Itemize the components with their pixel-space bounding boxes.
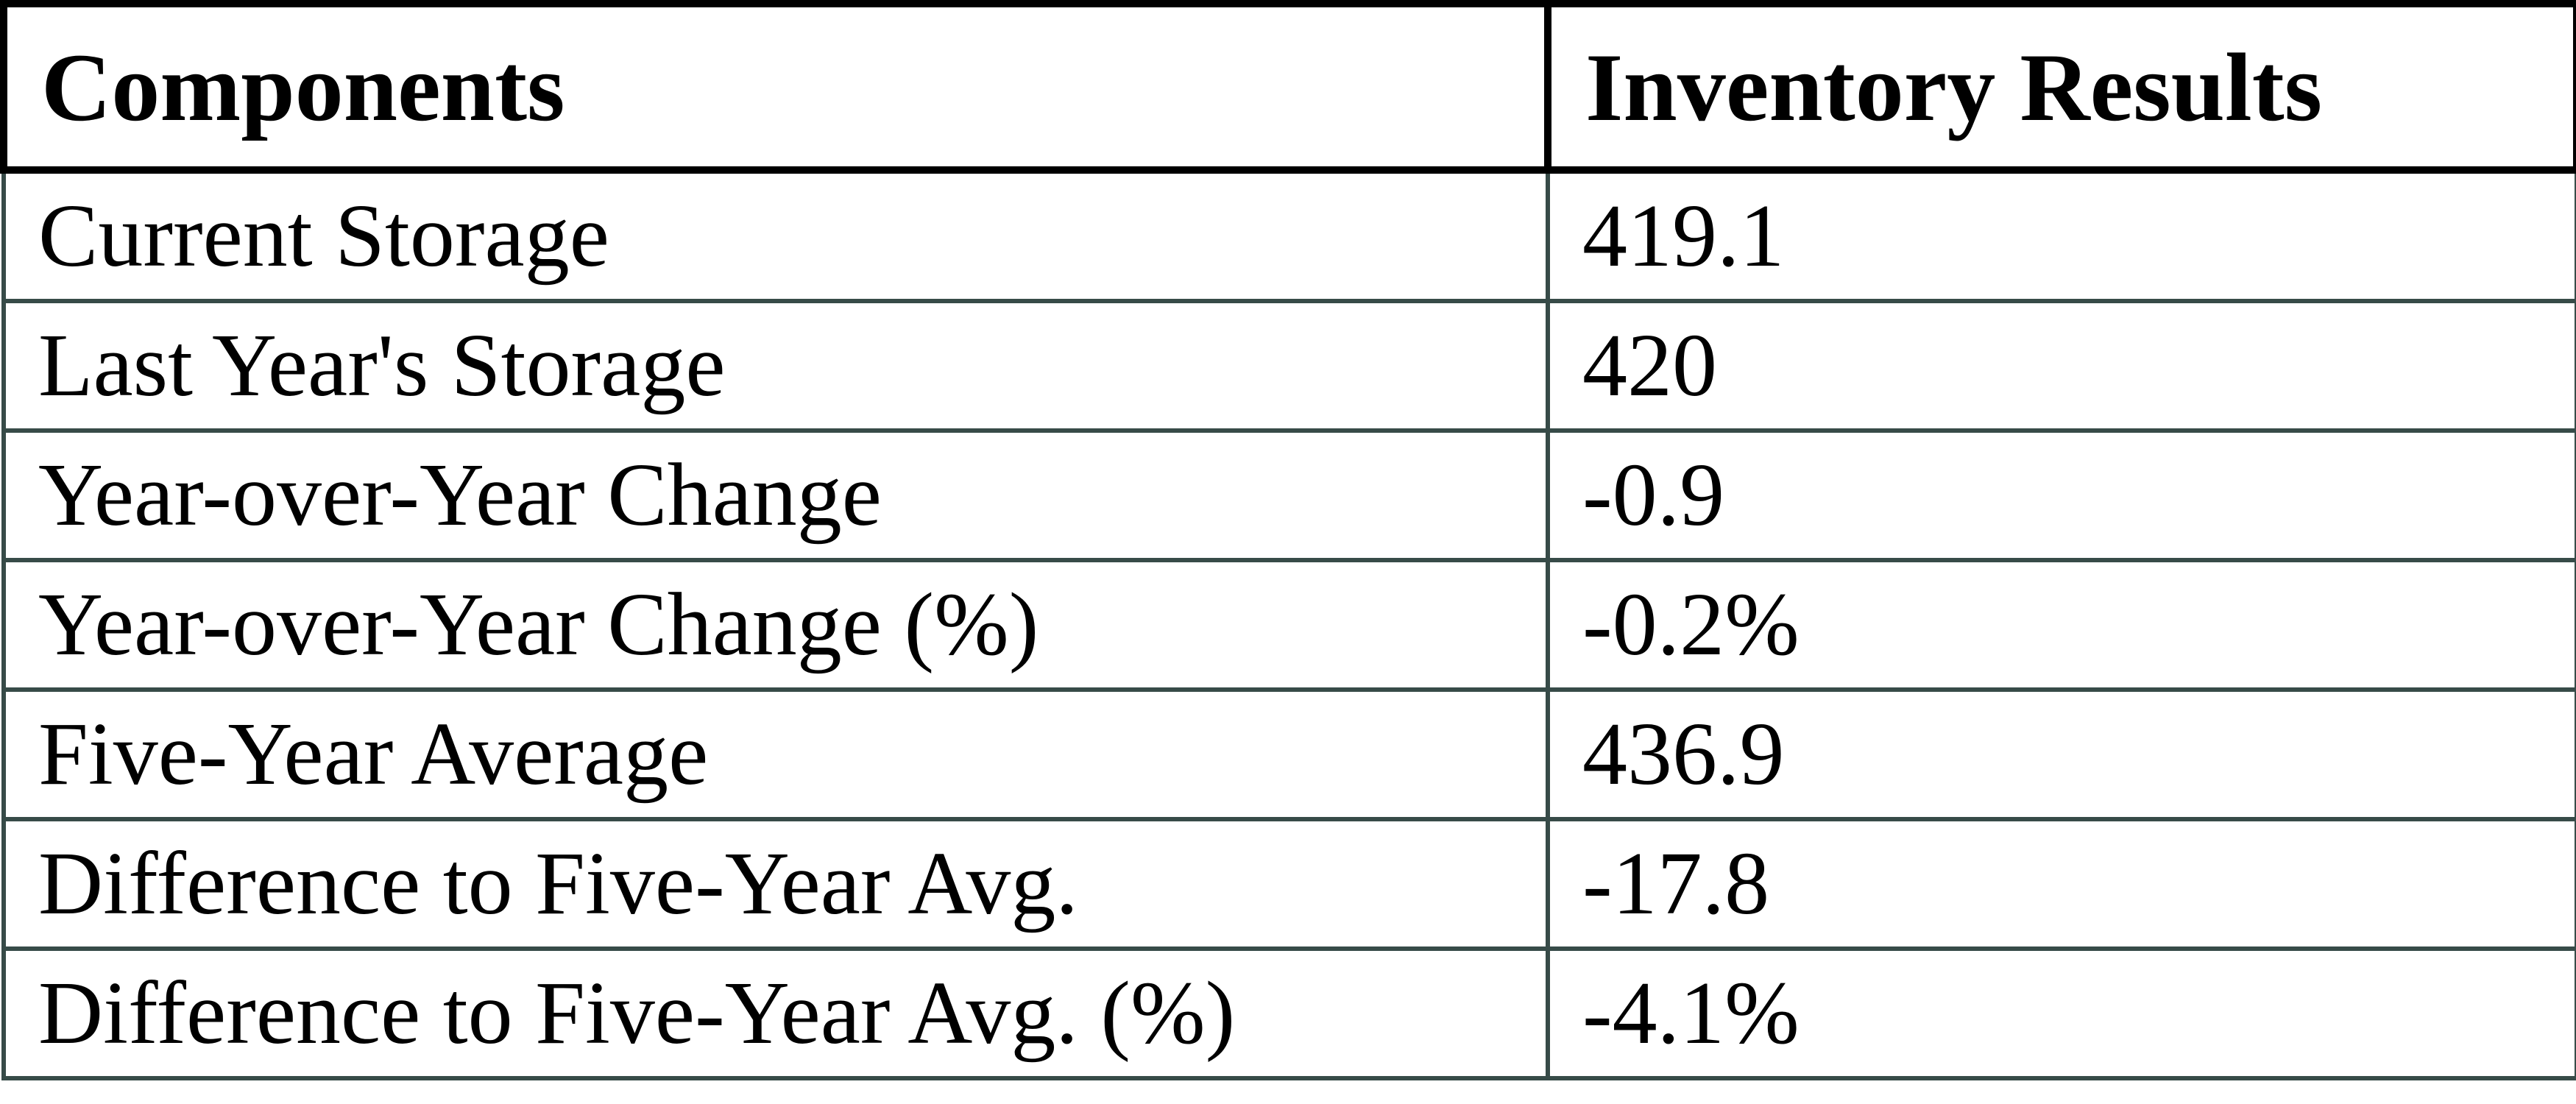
value-cell: 419.1 (1546, 168, 2576, 303)
table-row-last-year-storage: Last Year's Storage 420 (1, 299, 2576, 433)
component-cell: Difference to Five-Year Avg. (%) (1, 946, 1550, 1080)
table-row-current-storage: Current Storage 419.1 (1, 168, 2576, 303)
table-row-yoy-change-pct: Year-over-Year Change (%) -0.2% (1, 558, 2576, 692)
inventory-results-table: Components Inventory Results Current Sto… (0, 0, 2576, 1080)
component-cell: Difference to Five-Year Avg. (1, 817, 1550, 951)
value-cell: 436.9 (1546, 687, 2576, 821)
component-cell: Current Storage (1, 168, 1550, 303)
column-header-inventory-results: Inventory Results (1544, 0, 2576, 174)
component-cell: Last Year's Storage (1, 299, 1550, 433)
table-row-yoy-change: Year-over-Year Change -0.9 (1, 428, 2576, 562)
value-cell: -0.2% (1546, 558, 2576, 692)
table-row-five-year-average: Five-Year Average 436.9 (1, 687, 2576, 821)
value-cell: -0.9 (1546, 428, 2576, 562)
value-cell: 420 (1546, 299, 2576, 433)
table-row-diff-five-year-avg: Difference to Five-Year Avg. -17.8 (1, 817, 2576, 951)
table-row-diff-five-year-avg-pct: Difference to Five-Year Avg. (%) -4.1% (1, 946, 2576, 1080)
column-header-components: Components (0, 0, 1551, 174)
component-cell: Year-over-Year Change (%) (1, 558, 1550, 692)
header-row: Components Inventory Results (0, 0, 2576, 174)
value-cell: -17.8 (1546, 817, 2576, 951)
value-cell: -4.1% (1546, 946, 2576, 1080)
component-cell: Five-Year Average (1, 687, 1550, 821)
component-cell: Year-over-Year Change (1, 428, 1550, 562)
